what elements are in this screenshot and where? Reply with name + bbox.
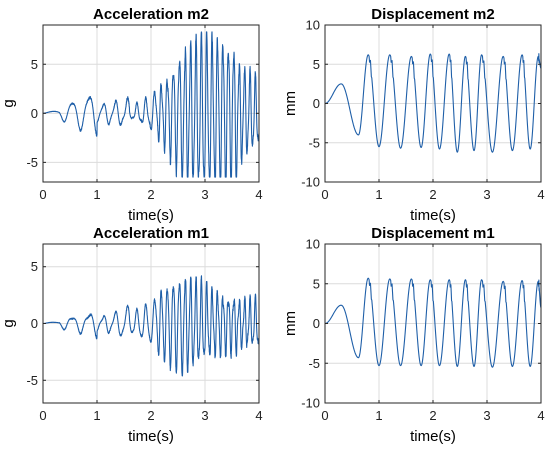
y-tick-label: 5 — [313, 57, 320, 72]
x-tick-label: 4 — [537, 187, 544, 202]
x-tick-label: 3 — [201, 187, 208, 202]
x-tick-label: 0 — [321, 187, 328, 202]
y-tick-label: 0 — [31, 316, 38, 331]
acc-m2-series-line — [42, 31, 260, 178]
y-tick-label: -10 — [301, 175, 320, 190]
x-tick-label: 1 — [93, 187, 100, 202]
x-tick-label: 1 — [375, 408, 382, 423]
chart-title: Displacement m2 — [371, 6, 494, 23]
y-tick-label: -5 — [26, 155, 38, 170]
y-axis-label: g — [0, 99, 17, 107]
x-tick-label: 2 — [429, 408, 436, 423]
y-tick-label: -5 — [26, 373, 38, 388]
subplot-disp-m2: 0 1 2 3 4 -10 -5 0 5 10 Displacement m2 time(s) mm — [282, 6, 545, 224]
x-tick-label: 0 — [39, 408, 46, 423]
chart-title: Acceleration m2 — [93, 6, 209, 23]
y-tick-label: 5 — [31, 57, 38, 72]
subplot-acc-m1: 0 1 2 3 4 -5 0 5 Acceleration m1 time(s) g — [0, 225, 263, 445]
x-tick-label: 1 — [93, 408, 100, 423]
y-axis-label: mm — [282, 311, 299, 336]
y-tick-label: 10 — [306, 18, 320, 33]
x-tick-label: 3 — [483, 408, 490, 423]
y-tick-label: 0 — [313, 316, 320, 331]
x-tick-label: 0 — [321, 408, 328, 423]
y-axis-label: mm — [282, 91, 299, 116]
x-tick-label: 4 — [255, 408, 262, 423]
x-tick-label: 2 — [147, 187, 154, 202]
chart-title: Acceleration m1 — [93, 225, 209, 242]
y-axis-label: g — [0, 319, 17, 327]
y-tick-label: 5 — [313, 276, 320, 291]
x-axis-label: time(s) — [410, 428, 456, 445]
y-tick-label: 5 — [31, 259, 38, 274]
x-tick-label: 3 — [483, 187, 490, 202]
y-tick-label: 0 — [313, 96, 320, 111]
disp-m1-series-line — [324, 277, 542, 368]
x-tick-label: 2 — [429, 187, 436, 202]
y-tick-label: 0 — [31, 106, 38, 121]
y-tick-label: -10 — [301, 396, 320, 411]
x-tick-label: 2 — [147, 408, 154, 423]
y-tick-label: -5 — [308, 356, 320, 371]
x-tick-label: 0 — [39, 187, 46, 202]
subplot-acc-m2: 0 1 2 3 4 -5 0 5 Acceleration m2 time(s) g — [0, 6, 263, 224]
x-axis-label: time(s) — [128, 428, 174, 445]
y-tick-label: 10 — [306, 237, 320, 252]
acc-m1-series-line — [42, 275, 260, 377]
subplot-disp-m1: 0 1 2 3 4 -10 -5 0 5 10 Displacement m1 time(s) mm — [282, 225, 545, 445]
chart-title: Displacement m1 — [371, 225, 494, 242]
x-tick-label: 3 — [201, 408, 208, 423]
x-axis-label: time(s) — [128, 207, 174, 224]
x-tick-label: 1 — [375, 187, 382, 202]
subplots: 0 1 2 3 4 -5 0 5 Acceleration m2 time(s) g 0 1 2 3 4 -10… — [0, 6, 545, 445]
disp-m2-series-line — [324, 53, 542, 153]
y-tick-label: -5 — [308, 135, 320, 150]
x-tick-label: 4 — [255, 187, 262, 202]
x-tick-label: 4 — [537, 408, 544, 423]
x-axis-label: time(s) — [410, 207, 456, 224]
